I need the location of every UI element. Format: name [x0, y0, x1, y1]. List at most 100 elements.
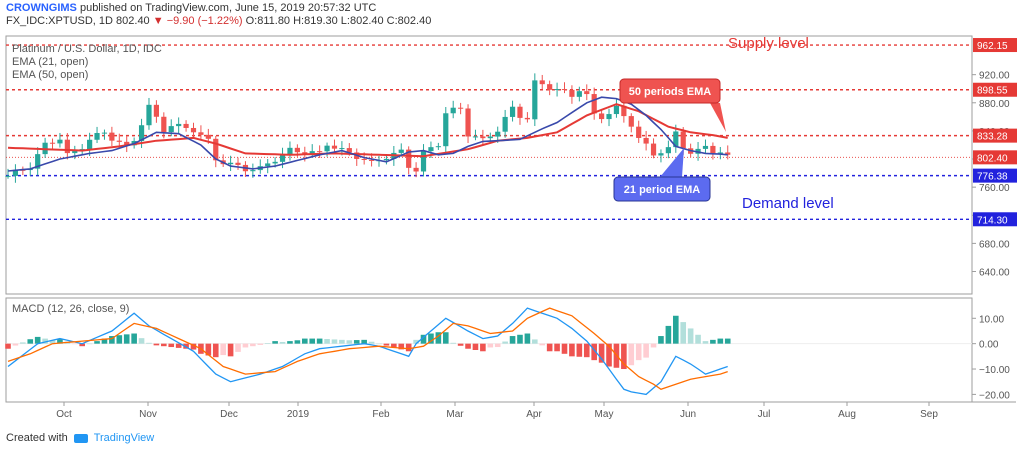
candle-body: [398, 149, 404, 153]
macd-histogram-bar: [20, 342, 26, 344]
macd-histogram-bar: [502, 341, 508, 344]
macd-histogram-bar: [86, 343, 93, 345]
macd-histogram-bar: [94, 341, 100, 344]
tradingview-link[interactable]: TradingView: [93, 432, 155, 444]
candle-body: [64, 139, 70, 154]
candle: [153, 100, 159, 123]
candle-body: [294, 147, 300, 153]
level-price-label: 776.38: [977, 172, 1008, 183]
candle-body: [109, 132, 115, 141]
candle: [584, 84, 590, 101]
candle: [220, 154, 226, 167]
published-text: published on TradingView.com, June 15, 2…: [79, 2, 377, 14]
macd-histogram-bar: [123, 334, 130, 344]
level-price-label: 833.28: [977, 132, 1008, 143]
candle-body: [702, 145, 709, 149]
candle-body: [606, 114, 612, 120]
macd-histogram-bar: [294, 340, 301, 344]
candle: [420, 144, 427, 177]
candle-body: [509, 106, 516, 117]
candle-body: [35, 154, 41, 169]
macd-histogram-bar: [546, 343, 553, 352]
candle: [317, 145, 323, 159]
candle-body: [168, 126, 174, 133]
candle-body: [49, 142, 56, 144]
candle: [242, 161, 249, 177]
author-name[interactable]: CROWNGIMS: [6, 2, 77, 14]
candle-body: [368, 159, 375, 161]
macd-histogram-bar: [205, 343, 212, 356]
macd-histogram-bar: [465, 343, 471, 349]
candle: [509, 100, 516, 122]
candle-body: [561, 89, 568, 91]
macd-histogram-bar: [621, 343, 627, 370]
candle: [532, 73, 538, 127]
level-price-tag: [973, 168, 1017, 183]
candle-body: [309, 151, 315, 155]
candle: [87, 132, 93, 157]
candle: [576, 86, 582, 102]
macd-histogram-bar: [413, 339, 419, 344]
candle: [517, 103, 523, 125]
macd-histogram-bar: [109, 336, 115, 344]
macd-histogram-bar: [71, 343, 78, 345]
ema50-line: [7, 103, 728, 158]
candle: [64, 133, 70, 160]
macd-histogram-bar: [220, 343, 226, 356]
candle-body: [458, 107, 464, 109]
macd-histogram-bar: [457, 343, 464, 346]
candle-body: [279, 154, 286, 162]
macd-histogram-bar: [190, 343, 197, 350]
candle: [406, 146, 412, 175]
candle-body: [383, 158, 390, 161]
macd-histogram-bar: [57, 339, 63, 344]
macd-histogram-bar: [532, 339, 538, 344]
candle-body: [576, 91, 582, 97]
candle: [354, 148, 360, 166]
macd-histogram-bar: [643, 343, 649, 358]
macd-histogram-bar: [710, 339, 716, 344]
candle-body: [480, 136, 486, 139]
candle: [287, 141, 293, 161]
macd-tick-label: −20.00: [979, 390, 1010, 401]
candle-body: [465, 108, 471, 137]
macd-histogram-bar: [717, 338, 724, 344]
month-tick-label: Mar: [446, 409, 464, 420]
legend-ema50: EMA (50, open): [12, 69, 88, 81]
macd-histogram-bar: [420, 334, 427, 344]
candle-body: [621, 105, 627, 117]
macd-histogram-bar: [658, 336, 664, 344]
candle-body: [287, 147, 293, 155]
macd-histogram-bar: [339, 339, 345, 344]
candle-body: [680, 131, 686, 149]
candle: [235, 157, 241, 170]
candle-body: [72, 149, 78, 154]
candle: [665, 140, 671, 159]
price-tick-label: 760.00: [979, 183, 1010, 194]
macd-histogram-bar: [561, 343, 568, 354]
macd-histogram-bar: [442, 332, 449, 344]
candle-body: [272, 161, 278, 164]
ohlc-values: O:811.80 H:819.30 L:802.40 C:802.40: [245, 15, 432, 27]
macd-histogram-bar: [27, 339, 34, 344]
macd-histogram-bar: [517, 334, 523, 344]
candle-body: [87, 139, 93, 150]
level-price-label: 802.40: [977, 153, 1008, 164]
candle-body: [628, 116, 634, 127]
candle: [146, 97, 152, 130]
price-tick-label: 680.00: [979, 239, 1010, 250]
candle-body: [138, 125, 145, 141]
candle: [628, 113, 634, 133]
macd-histogram-bar: [650, 343, 657, 348]
candle-body: [517, 106, 523, 118]
publish-info: CROWNGIMS published on TradingView.com, …: [6, 2, 376, 14]
candle-body: [213, 138, 219, 161]
candle-body: [250, 170, 256, 172]
candle: [472, 129, 479, 141]
candle-body: [584, 91, 590, 95]
level-price-tag: [973, 212, 1017, 227]
created-with-text: Created with: [6, 432, 68, 444]
candle: [613, 98, 620, 118]
candle-body: [346, 148, 352, 153]
